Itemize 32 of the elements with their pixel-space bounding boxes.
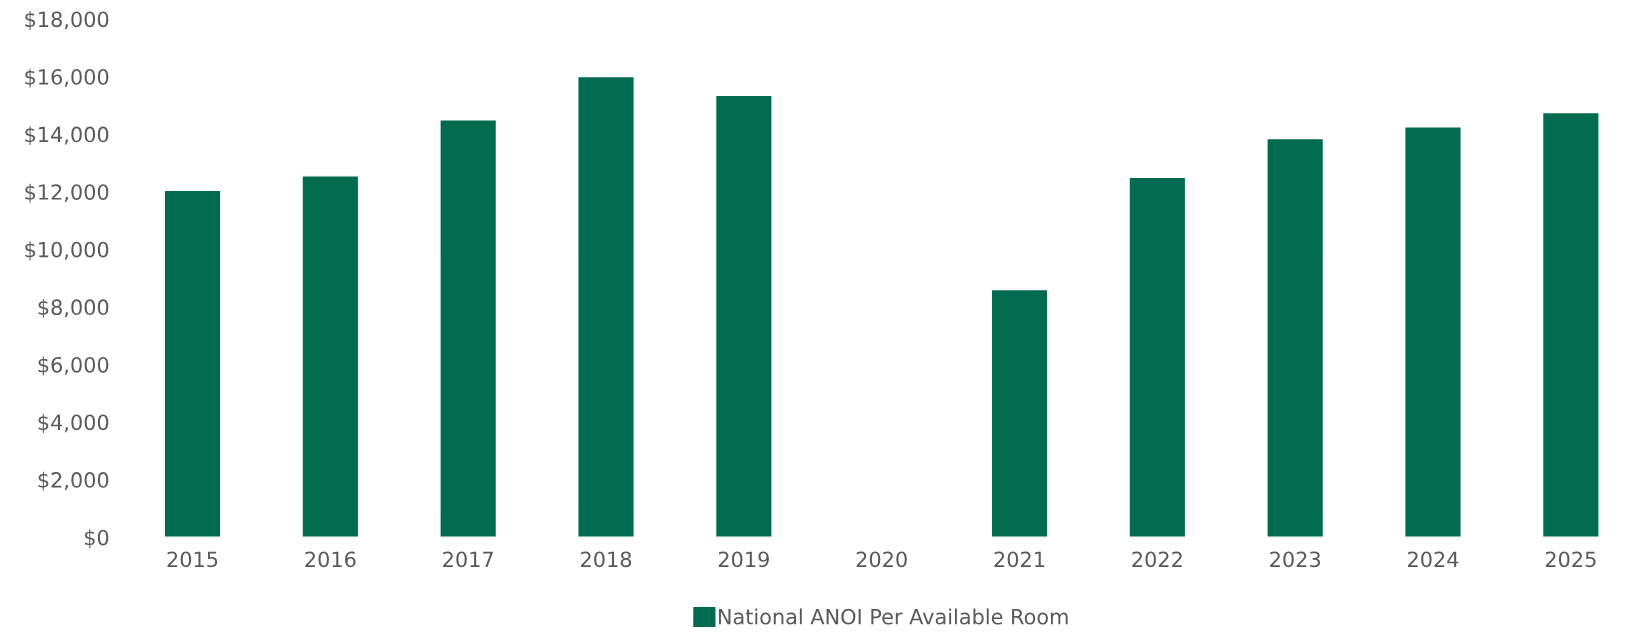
y-tick-label: $4,000 (38, 414, 109, 434)
x-tick-label: 2021 (994, 551, 1045, 568)
x-tick-label: 2019 (718, 551, 769, 568)
x-tick-label: 2024 (1408, 551, 1459, 568)
y-tick-label: $0 (84, 529, 109, 549)
y-tick-label: $8,000 (38, 298, 109, 318)
y-tick-label: $12,000 (25, 183, 109, 203)
y-tick-label: $14,000 (25, 126, 109, 146)
legend-label: National ANOI Per Available Room (718, 608, 1068, 625)
bar (439, 119, 498, 538)
bar (1541, 111, 1600, 538)
y-tick-label: $10,000 (25, 241, 109, 261)
bar (1266, 137, 1325, 538)
bar (1404, 126, 1462, 538)
x-tick-label: 2018 (581, 551, 632, 568)
x-tick-label: 2016 (305, 551, 356, 568)
bar (1128, 176, 1187, 538)
y-tick-label: $16,000 (25, 68, 109, 88)
x-tick-label: 2020 (856, 551, 907, 568)
bar (714, 94, 773, 538)
bar (990, 288, 1049, 538)
y-tick-label: $6,000 (38, 356, 109, 376)
y-tick-label: $18,000 (25, 11, 109, 30)
x-tick-label: 2015 (167, 551, 218, 568)
x-tick-label: 2017 (443, 551, 493, 568)
x-tick-label: 2025 (1545, 551, 1596, 568)
x-tick-label: 2023 (1270, 551, 1321, 568)
bar (163, 189, 222, 538)
x-tick-label: 2022 (1132, 551, 1182, 568)
y-tick-label: $2,000 (38, 471, 109, 491)
bar (577, 75, 635, 538)
bar (301, 175, 360, 538)
